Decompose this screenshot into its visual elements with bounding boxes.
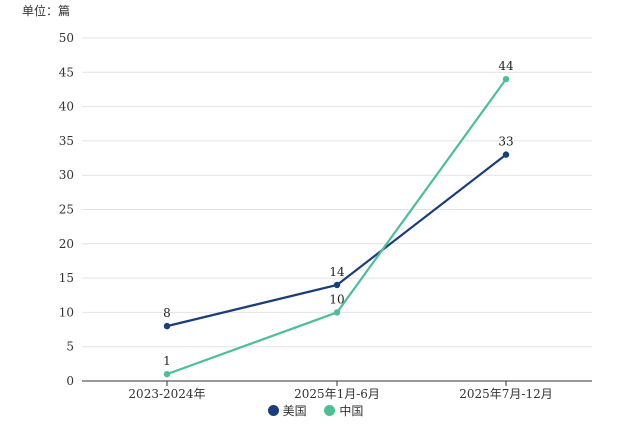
data-labels: 8 14 33 1 10 44 [163,59,514,368]
data-label-0-2: 33 [498,135,513,149]
x-tick-label-0: 2023-2024年 [128,387,205,400]
data-label-0-1: 14 [329,265,345,279]
data-label-0-0: 8 [163,306,171,320]
y-tick-label-30: 30 [59,168,74,182]
data-point-1-0 [163,370,171,378]
x-tick-label-2: 2025年7月-12月 [459,387,553,400]
y-tick-label-25: 25 [59,203,74,217]
y-tick-label-50: 50 [59,31,74,45]
data-point-0-0 [163,322,171,330]
data-label-1-2: 44 [498,59,514,73]
y-tick-label-35: 35 [59,134,74,148]
series-lines [163,75,510,378]
legend-item-usa[interactable]: 美国 [267,402,307,419]
data-point-0-2 [502,151,510,158]
y-tick-label-5: 5 [66,340,74,354]
unit-label: 单位：篇 [22,4,71,18]
grid-lines [82,37,592,348]
y-tick-label-15: 15 [59,271,74,285]
x-axis: 2023-2024年 2025年1月-6月 2025年7月-12月 [82,380,592,400]
legend: 美国 中国 [0,402,631,419]
legend-marker-usa [267,405,279,416]
data-point-1-2 [502,75,510,83]
y-tick-label-0: 0 [66,374,74,388]
y-tick-label-20: 20 [59,237,74,251]
y-tick-label-40: 40 [59,100,74,114]
legend-label-usa: 美国 [282,404,307,418]
x-tick-label-1: 2025年1月-6月 [294,387,380,400]
data-label-1-1: 10 [329,292,344,306]
y-tick-label-10: 10 [59,305,74,319]
y-axis-ticks: 0 5 10 15 20 25 30 35 40 45 50 [59,31,74,388]
y-tick-label-45: 45 [59,65,74,79]
series-line-1 [166,78,507,376]
line-chart: 0 5 10 15 20 25 30 35 40 45 50 2023-2024年 2025年1月-6… [59,31,592,400]
legend-marker-china [324,405,336,416]
legend-item-china[interactable]: 中国 [324,402,363,419]
legend-label-china: 中国 [339,404,364,418]
data-point-1-1 [333,309,341,316]
data-label-1-0: 1 [163,354,171,368]
data-point-0-1 [333,281,341,289]
